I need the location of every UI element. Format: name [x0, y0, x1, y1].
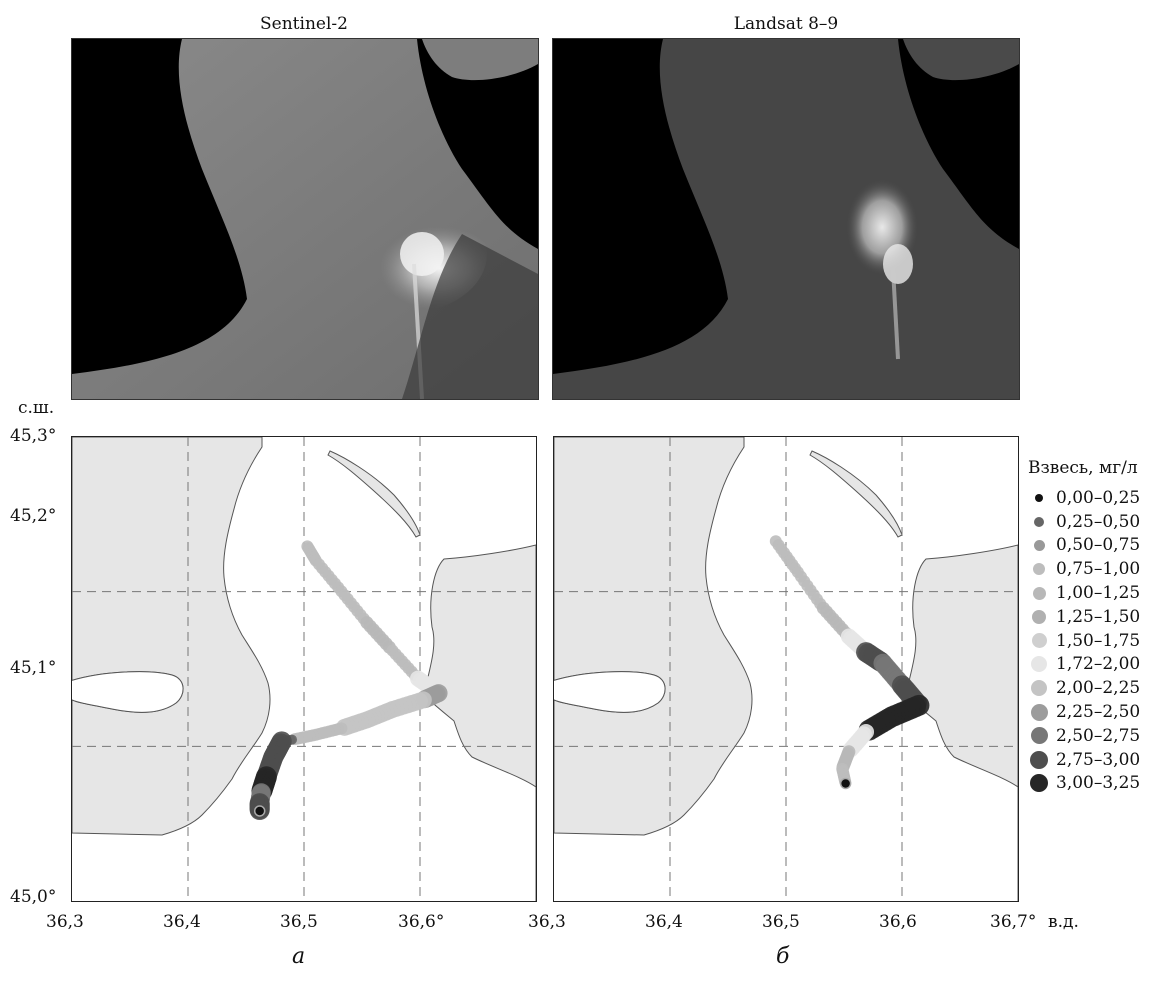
- title-landsat: Landsat 8–9: [733, 14, 839, 34]
- lon-tick-a-36-4: 36,4: [163, 912, 201, 932]
- lon-tick-b-36-6: 36,6: [879, 912, 917, 932]
- legend-item: 1,00–1,25: [1028, 581, 1140, 605]
- legend-label: 1,25–1,50: [1056, 606, 1141, 627]
- lat-tick-45-3: 45,3°: [10, 426, 57, 446]
- legend-label: 1,00–1,25: [1056, 583, 1141, 604]
- lon-tick-a-36-6: 36,6°: [398, 912, 445, 932]
- lat-unit-label: с.ш.: [18, 398, 55, 418]
- legend-label: 0,75–1,00: [1056, 559, 1141, 580]
- lon-tick-b-36-3: 36,3: [528, 912, 566, 932]
- legend-item: 1,25–1,50: [1028, 605, 1140, 629]
- legend: Взвесь, мг/л 0,00–0,25 0,25–0,50 0,50–0,75…: [1028, 458, 1140, 795]
- legend-label: 2,50–2,75: [1056, 725, 1141, 746]
- track-point: [839, 777, 852, 790]
- lat-tick-45-1: 45,1°: [10, 658, 57, 678]
- legend-item: 3,00–3,25: [1028, 772, 1140, 796]
- legend-swatch: [1032, 586, 1046, 600]
- spit: [809, 450, 903, 538]
- legend-label: 0,00–0,25: [1056, 487, 1141, 508]
- legend-item: 1,50–1,75: [1028, 629, 1140, 653]
- legend-swatch: [1030, 703, 1048, 721]
- legend-label: 3,00–3,25: [1056, 773, 1141, 794]
- legend-swatch: [1032, 609, 1046, 624]
- lon-tick-b-36-5: 36,5: [762, 912, 800, 932]
- legend-item: 0,00–0,25: [1028, 486, 1140, 510]
- legend-item: 2,00–2,25: [1028, 676, 1140, 700]
- legend-label: 2,00–2,25: [1056, 678, 1141, 699]
- lat-tick-45-0: 45,0°: [10, 887, 57, 907]
- legend-item: 2,25–2,50: [1028, 700, 1140, 724]
- satellite-image-sentinel: [71, 38, 539, 400]
- satellite-image-landsat: [552, 38, 1020, 400]
- track-point: [253, 805, 266, 817]
- legend-swatch: [1035, 493, 1043, 502]
- legend-item: 2,75–3,00: [1028, 748, 1140, 772]
- map-panel-b: [553, 436, 1019, 902]
- bay-water: [554, 671, 666, 713]
- legend-label: 0,50–0,75: [1056, 535, 1141, 556]
- legend-swatch: [1030, 750, 1048, 769]
- legend-label: 1,50–1,75: [1056, 630, 1141, 651]
- lon-tick-b-36-7: 36,7°: [990, 912, 1037, 932]
- panel-label-a: а: [292, 944, 306, 969]
- legend-swatch: [1033, 539, 1045, 551]
- legend-label: 2,25–2,50: [1056, 702, 1141, 723]
- lon-tick-b-36-4: 36,4: [645, 912, 683, 932]
- legend-swatch: [1030, 774, 1048, 793]
- legend-swatch: [1034, 516, 1044, 527]
- map-svg-a: [72, 437, 536, 901]
- legend-title: Взвесь, мг/л: [1028, 458, 1138, 478]
- map-panel-a: [71, 436, 537, 902]
- lon-unit-label: в.д.: [1048, 912, 1079, 932]
- legend-item: 1,72–2,00: [1028, 653, 1140, 677]
- land-west: [554, 437, 753, 836]
- map-svg-b: [554, 437, 1018, 901]
- legend-swatch: [1031, 633, 1047, 649]
- legend-swatch: [1030, 727, 1048, 745]
- legend-swatch: [1031, 656, 1047, 673]
- legend-item: 0,50–0,75: [1028, 534, 1140, 558]
- lat-tick-45-2: 45,2°: [10, 506, 57, 526]
- land-east: [423, 544, 536, 901]
- legend-label: 2,75–3,00: [1056, 749, 1141, 770]
- legend-swatch: [1031, 680, 1047, 697]
- lon-tick-a-36-3: 36,3: [46, 912, 84, 932]
- title-sentinel: Sentinel-2: [260, 14, 348, 34]
- land-east: [905, 544, 1018, 901]
- spit: [327, 450, 421, 538]
- bay-water: [72, 671, 184, 713]
- panel-label-b: б: [776, 944, 790, 969]
- legend-item: 2,50–2,75: [1028, 724, 1140, 748]
- land-west: [72, 437, 271, 836]
- legend-label: 1,72–2,00: [1056, 654, 1141, 675]
- legend-swatch: [1033, 563, 1045, 576]
- legend-items: 0,00–0,25 0,25–0,50 0,50–0,75 0,75–1,00 1,00…: [1028, 486, 1140, 795]
- legend-label: 0,25–0,50: [1056, 511, 1141, 532]
- lon-tick-a-36-5: 36,5: [280, 912, 318, 932]
- legend-item: 0,25–0,50: [1028, 510, 1140, 534]
- legend-item: 0,75–1,00: [1028, 557, 1140, 581]
